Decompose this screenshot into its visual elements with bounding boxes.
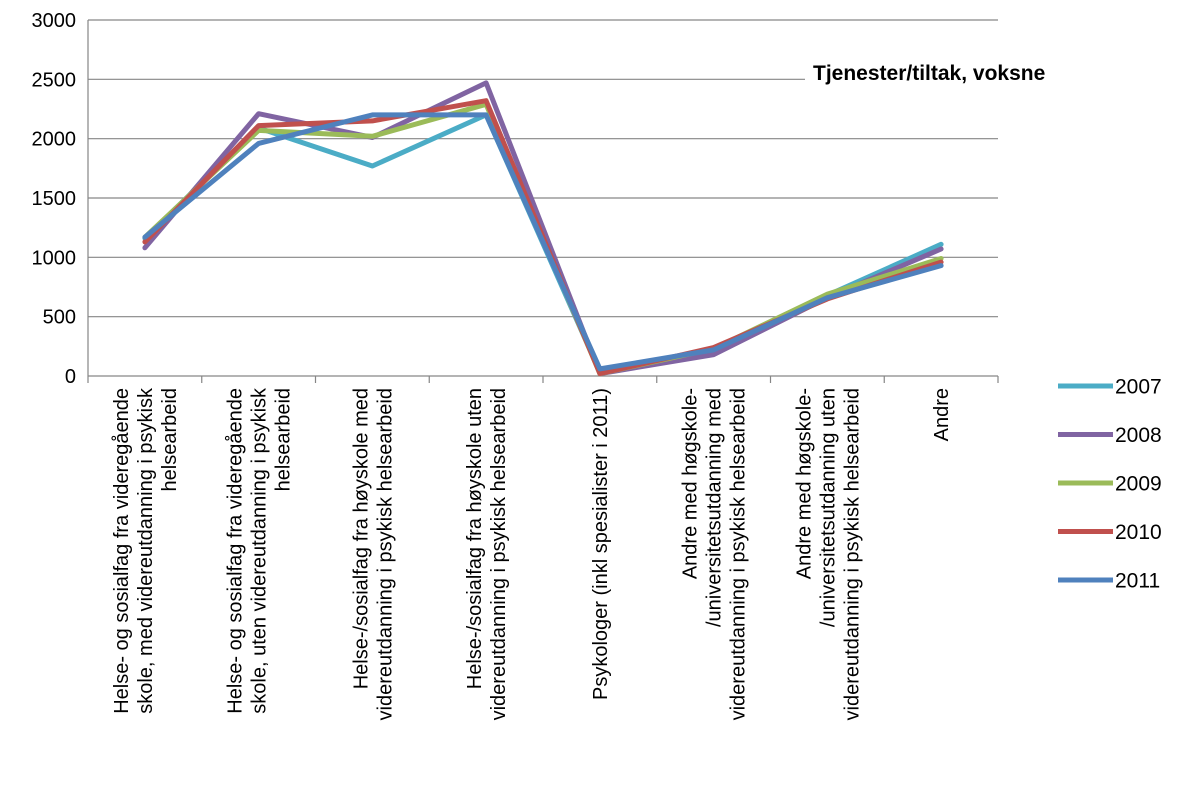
x-category-label-line: skole, uten videreutdanning i psykisk — [249, 387, 271, 714]
x-category-label-line: Helse-/sosialfag fra høyskole uten — [464, 388, 486, 689]
y-axis-tick-labels: 0 500 1000 1500 2000 2500 3000 — [32, 10, 77, 388]
x-category-label-line: helsearbeid — [273, 388, 295, 491]
y-tick-label: 3000 — [32, 10, 77, 32]
x-category-label-line: Andre med høgskole- — [680, 388, 702, 579]
x-category-label: Helse- og sosialfag fra videregående skol… — [225, 387, 295, 714]
x-category-label-line: videreutdanning i psykisk helsearbeid — [841, 388, 863, 720]
x-category-label: Helse-/sosialfag fra høyskole med videreu… — [350, 388, 396, 720]
title-background — [805, 55, 1110, 91]
legend-label-2008: 2008 — [1115, 424, 1162, 447]
x-category-label: Andre med høgskole-/universitetsutdannin… — [793, 388, 863, 720]
series-lines — [142, 80, 944, 377]
legend-label-2009: 2009 — [1115, 473, 1162, 496]
x-category-label-line: Helse- og sosialfag fra videregående — [225, 388, 247, 714]
legend-label-2010: 2010 — [1115, 521, 1162, 544]
x-category-label-line: Psykologer (inkl spesialister i 2011) — [590, 388, 612, 700]
y-tick-label: 2500 — [32, 69, 77, 91]
x-category-label: Helse-/sosialfag fra høyskole uten videre… — [464, 388, 510, 720]
chart-title: Tjenester/tiltak, voksne — [813, 62, 1045, 85]
legend-label-2011: 2011 — [1115, 570, 1160, 593]
x-category-label-line: /universitetsutdanning uten — [817, 388, 839, 627]
axes — [87, 20, 999, 383]
x-category-label-line: Helse-/sosialfag fra høyskole med — [350, 388, 372, 689]
x-category-label-line: Helse- og sosialfag fra videregående — [111, 388, 133, 714]
x-category-label-line: helsearbeid — [159, 388, 181, 491]
x-category-label: Andre med høgskole-/universitetsutdannin… — [680, 388, 750, 720]
x-category-label-line: Andre med høgskole- — [793, 388, 815, 579]
x-category-label-line: skole, med videreutdanning i psykisk — [135, 387, 157, 714]
x-category-label-line: videreutdanning i psykisk helsearbeid — [374, 388, 396, 720]
legend-label-2007: 2007 — [1115, 376, 1162, 399]
legend: 2007 2008 2009 2010 2011 — [1058, 376, 1162, 593]
y-tick-label: 500 — [43, 307, 76, 329]
x-category-label: Psykologer (inkl spesialister i 2011) — [590, 388, 612, 700]
y-tick-label: 2000 — [32, 129, 77, 151]
x-category-label: Helse- og sosialfag fra videregående skol… — [111, 387, 181, 714]
x-axis-category-labels: Helse- og sosialfag fra videregående skol… — [111, 387, 953, 720]
y-tick-label: 1000 — [32, 247, 77, 269]
y-tick-label: 1500 — [32, 188, 77, 210]
x-category-label-line: videreutdanning i psykisk helsearbeid — [488, 388, 510, 720]
x-category-label-line: /universitetsutdanning med — [704, 388, 726, 627]
x-category-label-line: Andre — [931, 388, 953, 441]
series-line-2011 — [142, 112, 944, 372]
x-category-label-line: videreutdanning i psykisk helsearbeid — [728, 388, 750, 720]
y-tick-label: 0 — [65, 366, 76, 388]
x-category-label: Andre — [931, 388, 953, 441]
